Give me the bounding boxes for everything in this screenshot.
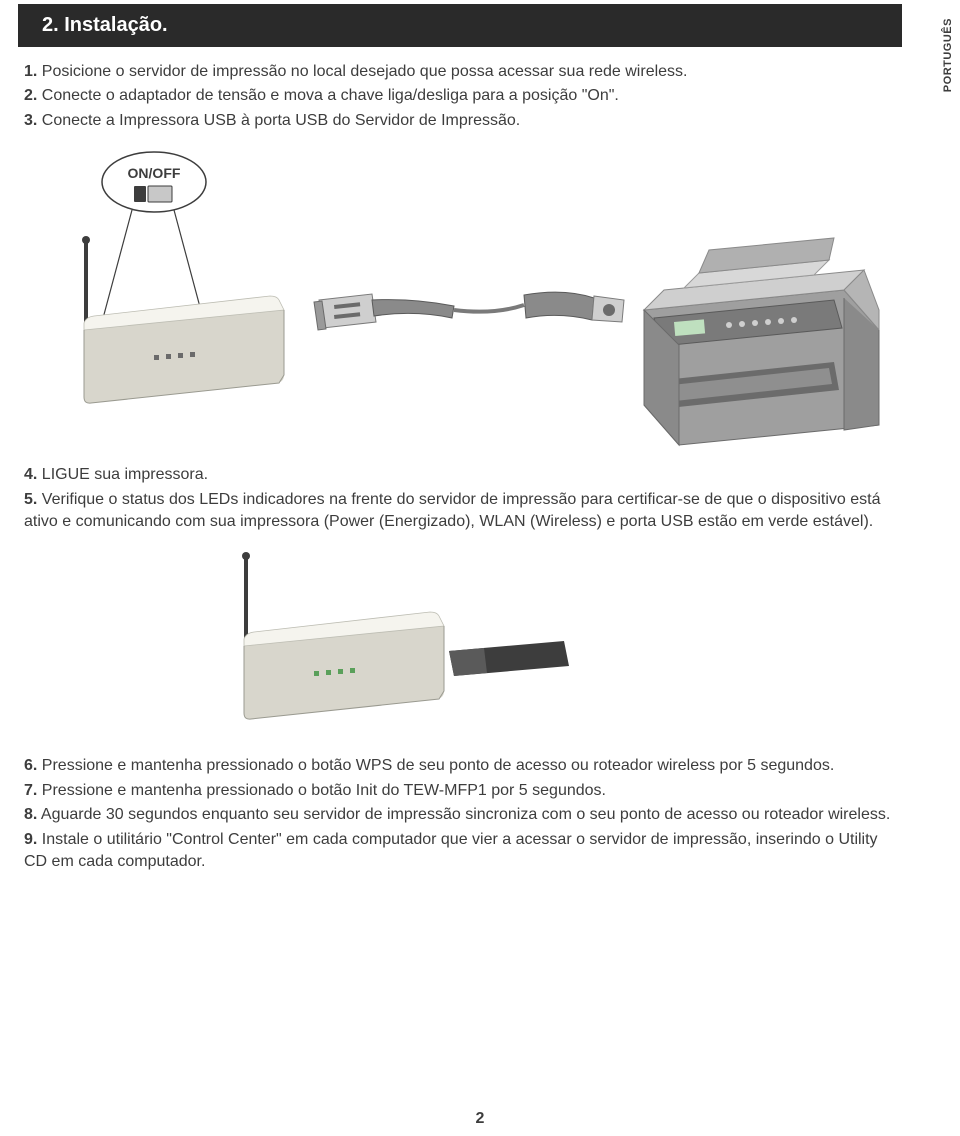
callout-onoff: ON/OFF xyxy=(102,152,206,322)
printer-icon xyxy=(644,238,879,445)
print-server-icon xyxy=(82,236,284,403)
steps-mid: 4. LIGUE sua impressora. 5. Verifique o … xyxy=(24,464,902,533)
step-text: Pressione e mantenha pressionado o botão… xyxy=(42,782,606,799)
step-text: Verifique o status dos LEDs indicadores … xyxy=(24,491,880,530)
step-num: 7. xyxy=(24,782,37,799)
steps-bottom: 6. Pressione e mantenha pressionado o bo… xyxy=(24,755,902,873)
step-num: 6. xyxy=(24,757,37,774)
step-text: Aguarde 30 segundos enquanto seu servido… xyxy=(41,806,890,823)
section-header: 2. Instalação. xyxy=(18,4,902,47)
illustration-setup: ON/OFF xyxy=(64,150,902,450)
language-tag: PORTUGUÊS xyxy=(942,18,954,92)
step-text: Conecte o adaptador de tensão e mova a c… xyxy=(42,87,619,104)
step-text: Pressione e mantenha pressionado o botão… xyxy=(42,757,835,774)
cable-icon xyxy=(449,641,569,676)
step-num: 3. xyxy=(24,112,37,129)
steps-top: 1. Posicione o servidor de impressão no … xyxy=(24,61,902,132)
onoff-label: ON/OFF xyxy=(128,165,181,181)
step-text: Conecte a Impressora USB à porta USB do … xyxy=(42,112,520,129)
step-num: 2. xyxy=(24,87,37,104)
step-num: 1. xyxy=(24,63,37,80)
step-num: 8. xyxy=(24,806,37,823)
step-num: 5. xyxy=(24,491,37,508)
step-num: 9. xyxy=(24,831,37,848)
step-text: LIGUE sua impressora. xyxy=(42,466,208,483)
page-number: 2 xyxy=(0,1110,960,1128)
step-text: Instale o utilitário "Control Center" em… xyxy=(24,831,878,870)
step-text: Posicione o servidor de impressão no loc… xyxy=(42,63,688,80)
content-area: 1. Posicione o servidor de impressão no … xyxy=(0,47,960,873)
print-server-icon xyxy=(242,552,444,719)
step-num: 4. xyxy=(24,466,37,483)
usb-cable-icon xyxy=(314,292,624,330)
illustration-leds xyxy=(224,551,902,731)
section-title: 2. Instalação. xyxy=(42,14,168,36)
